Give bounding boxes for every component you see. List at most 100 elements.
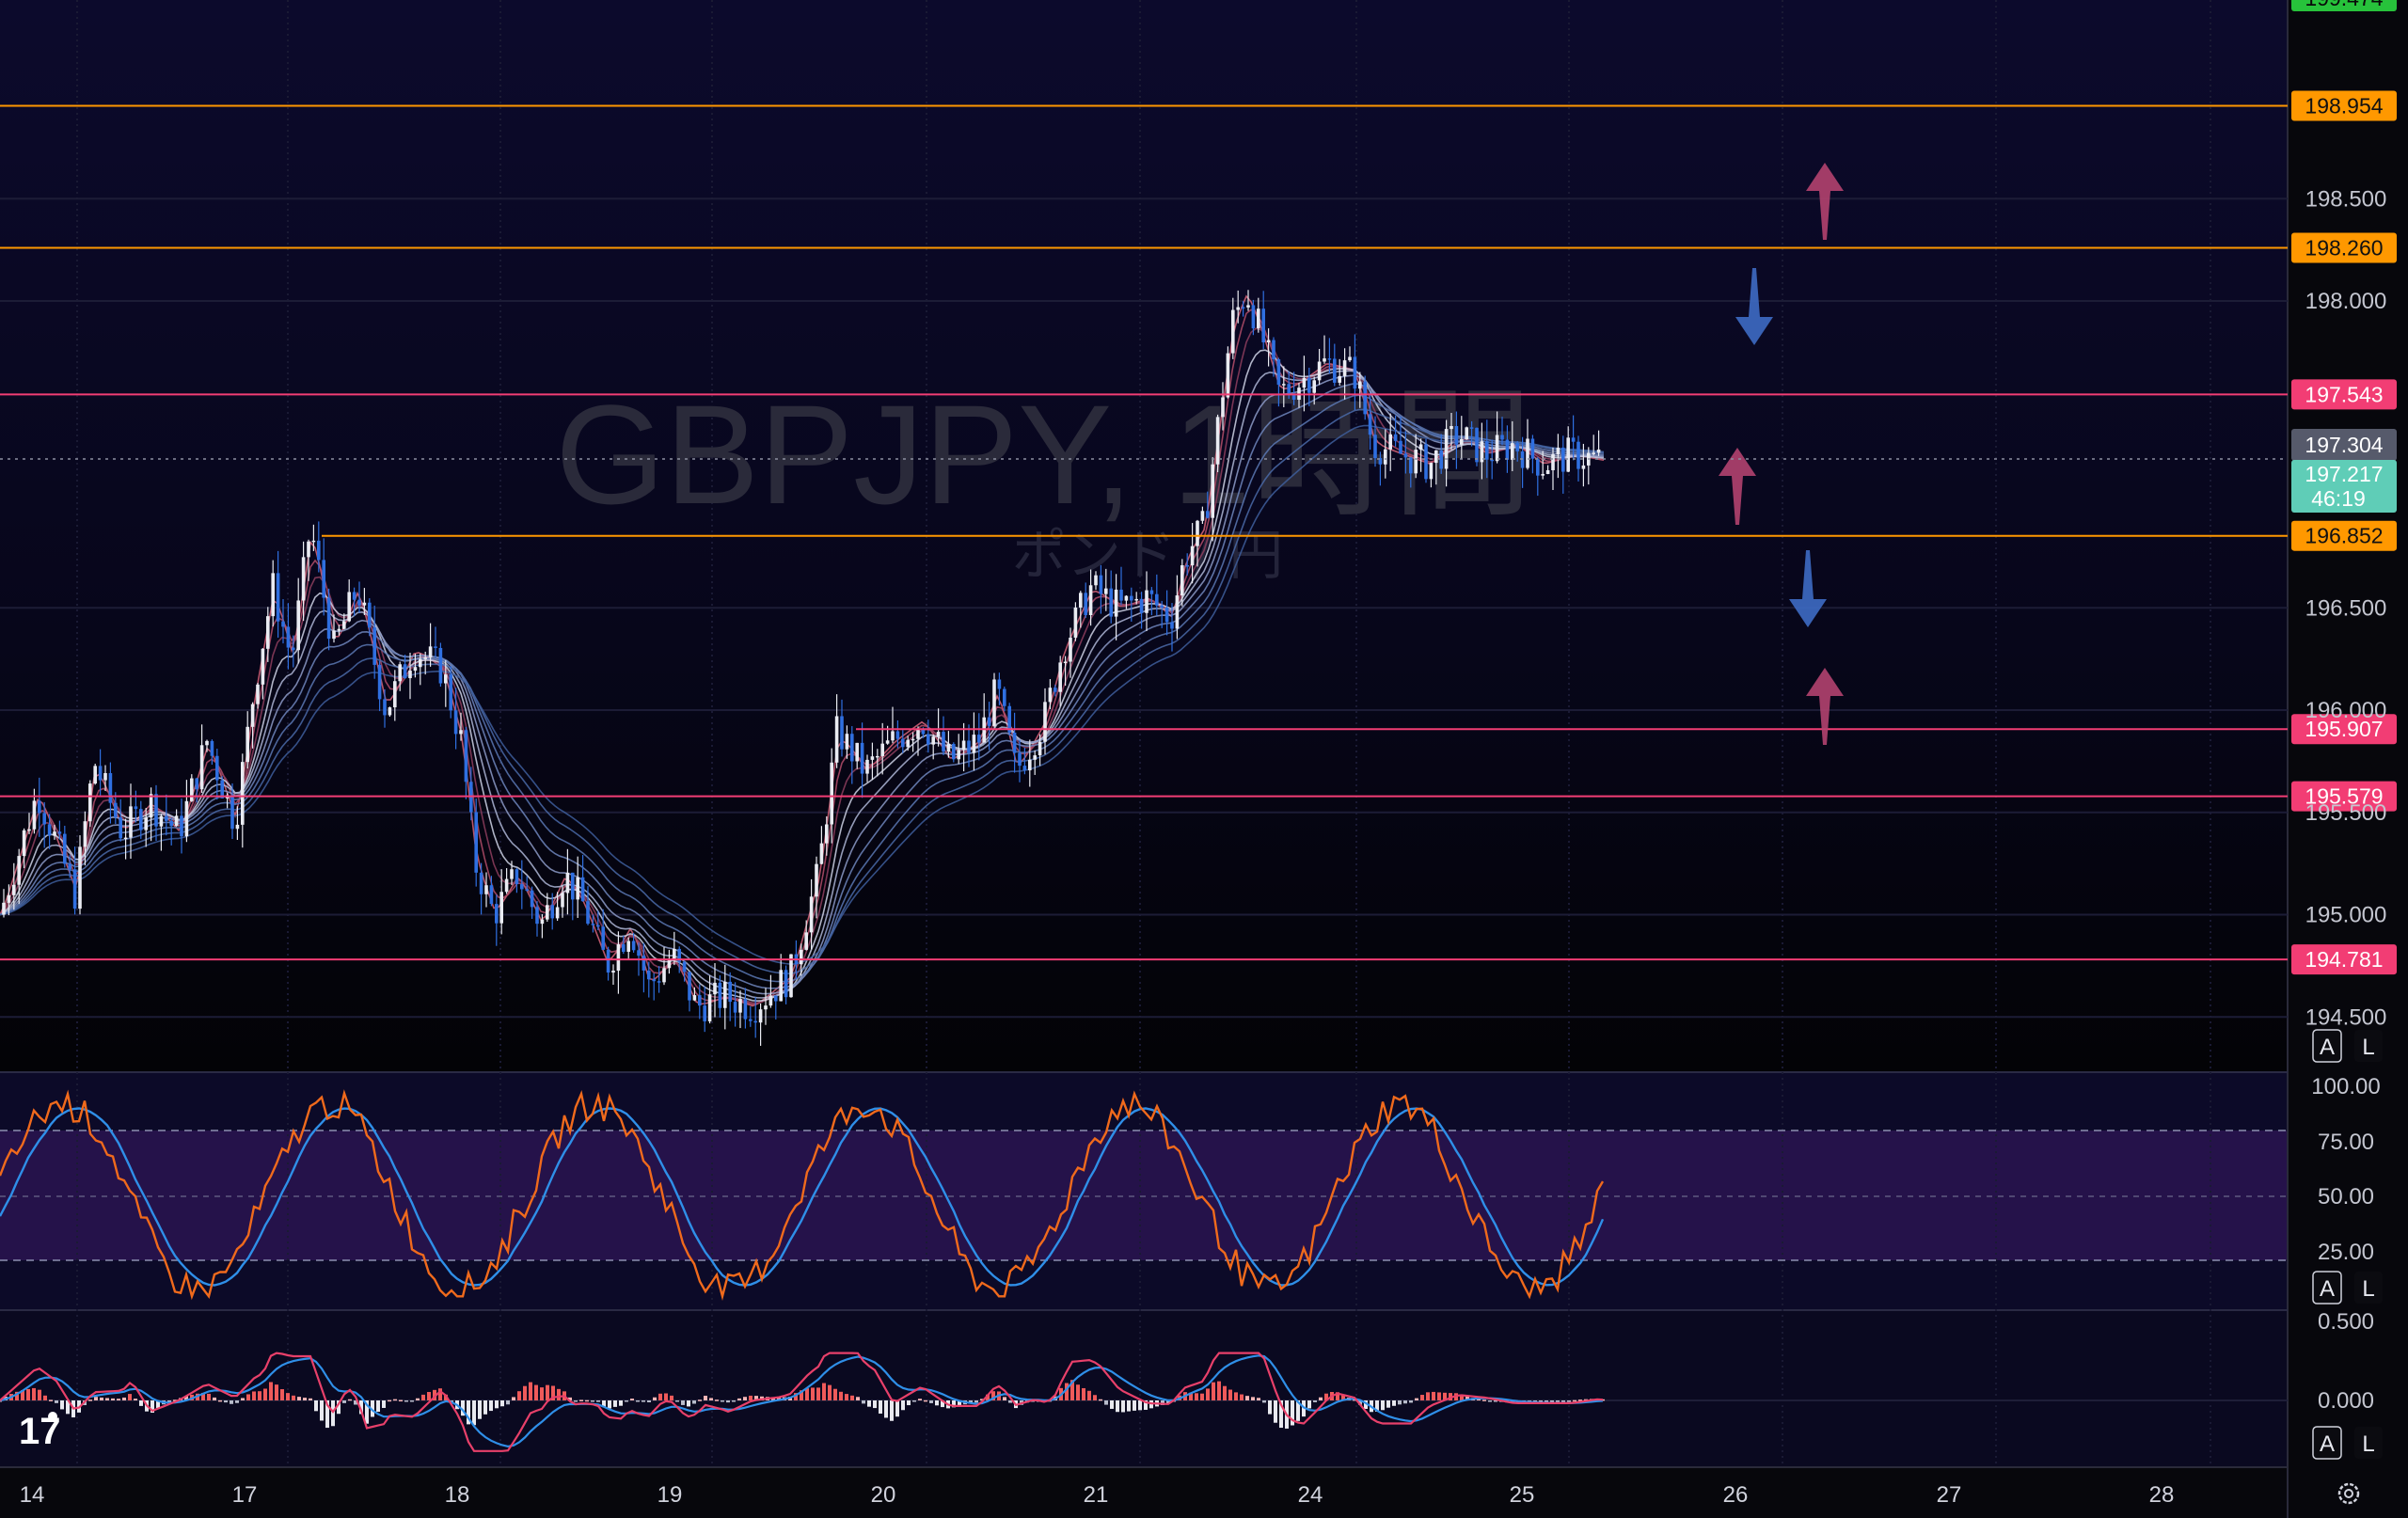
log-scale-button[interactable] [2354, 1272, 2383, 1304]
svg-text:L: L [2362, 1276, 2374, 1302]
macd-histogram-bar [1398, 1400, 1402, 1405]
candle-body [1251, 305, 1256, 329]
candle-body [149, 794, 153, 818]
level-price-label: 197.543 [2305, 382, 2383, 406]
candle-body [698, 995, 702, 1006]
macd-histogram-bar [1386, 1400, 1390, 1408]
candle-body [210, 740, 214, 756]
auto-scale-button[interactable] [2312, 1271, 2342, 1305]
macd-histogram-bar [139, 1400, 143, 1406]
macd-histogram-bar [416, 1398, 420, 1400]
candle-body [957, 750, 960, 760]
macd-histogram-bar [359, 1400, 363, 1415]
auto-scale-button[interactable] [2312, 1426, 2342, 1460]
macd-histogram-bar [636, 1400, 640, 1402]
candle-body [1180, 565, 1184, 596]
log-scale-button[interactable] [2354, 1030, 2383, 1062]
candle-body [220, 780, 224, 799]
macd-histogram-bar [749, 1395, 752, 1400]
date-axis-panel[interactable] [0, 1468, 2288, 1518]
candle-body [749, 1019, 752, 1021]
candle-body [205, 740, 209, 746]
candle-body [449, 674, 452, 711]
candle-body [1353, 356, 1357, 389]
svg-text:197.304: 197.304 [2305, 433, 2383, 457]
macd-auto-log-buttons[interactable]: A L [2312, 1426, 2383, 1460]
candle-body [1511, 443, 1514, 460]
macd-histogram-bar [816, 1387, 820, 1400]
candle-body [1545, 469, 1550, 474]
tradingview-logo[interactable]: 17 [19, 1411, 61, 1452]
candle-body [1022, 766, 1027, 771]
candle-body [495, 904, 499, 924]
candle-body [199, 745, 204, 790]
macd-histogram-bar [969, 1400, 973, 1404]
macd-histogram-bar [134, 1399, 137, 1400]
candle-body [292, 647, 295, 651]
horizontal-levels[interactable]: 198.954 198.260 197.543 196.852 195.907 195.5… [0, 90, 2397, 975]
macd-histogram-bar [721, 1400, 724, 1402]
price-tick-label: 198.500 [2305, 186, 2387, 212]
candle-body [561, 893, 564, 908]
macd-histogram-bar [1245, 1396, 1249, 1400]
candle-body [1272, 340, 1275, 360]
macd-histogram-bar [873, 1400, 877, 1409]
settings-gear-icon[interactable] [2337, 1482, 2360, 1505]
macd-histogram-bar [557, 1388, 561, 1400]
macd-histogram-bar [1268, 1400, 1272, 1415]
candle-body [342, 621, 346, 629]
macd-histogram-bar [529, 1382, 532, 1400]
direction-arrows[interactable] [1719, 163, 1844, 745]
candle-body [911, 738, 915, 741]
log-scale-button[interactable] [2354, 1427, 2383, 1459]
macd-histogram-bar [1065, 1383, 1069, 1400]
main-auto-log-buttons[interactable]: A L [2312, 1029, 2383, 1063]
candle-body [301, 557, 306, 601]
price-axis-panel[interactable] [2289, 0, 2408, 1518]
candle-body [688, 972, 691, 1001]
candle-body [546, 905, 549, 920]
macd-histogram-bar [388, 1399, 391, 1402]
candle-body [261, 648, 265, 685]
candle-body [550, 905, 554, 919]
candle-body [332, 630, 336, 640]
candle-body [830, 762, 833, 825]
macd-histogram-bar [1313, 1400, 1317, 1402]
candle-body [398, 664, 402, 682]
candle-body [139, 809, 143, 830]
candle-body [535, 907, 539, 925]
svg-text:197.217: 197.217 [2305, 462, 2383, 486]
stochastic-tick-label: 50.00 [2318, 1184, 2374, 1210]
candle-body [1236, 307, 1240, 310]
macd-histogram-bar [833, 1388, 837, 1400]
macd-histogram-bar [1561, 1400, 1565, 1402]
stoch-auto-log-buttons[interactable]: A L [2312, 1271, 2383, 1305]
candle-body [723, 981, 727, 1008]
macd-histogram-bar [1076, 1384, 1080, 1400]
date-label: 20 [871, 1482, 896, 1508]
candle-body [1099, 575, 1103, 594]
macd-histogram-bar [512, 1397, 515, 1400]
candle-body [311, 540, 316, 543]
macd-histogram-bar [280, 1389, 284, 1400]
candle-body [134, 806, 138, 810]
candle-body [515, 869, 519, 885]
macd-histogram-bar [382, 1400, 386, 1408]
svg-text:L: L [2362, 1035, 2374, 1060]
symbol-description-watermark: ポンド / 円 [1012, 523, 1283, 587]
macd-pane[interactable] [0, 1311, 2288, 1467]
candle-body [743, 999, 748, 1020]
level-price-label: 196.852 [2305, 524, 2383, 548]
candle-body [119, 817, 122, 839]
macd-histogram-bar [732, 1400, 736, 1402]
auto-scale-button[interactable] [2312, 1029, 2342, 1063]
candle-body [180, 815, 183, 837]
macd-histogram-bar [365, 1400, 369, 1424]
candle-body [682, 961, 687, 972]
macd-histogram-bar [608, 1400, 611, 1409]
price-tick-label: 196.500 [2305, 595, 2387, 621]
candle-body [580, 877, 585, 902]
candle-body [276, 573, 280, 622]
level-price-label: 194.781 [2305, 947, 2383, 972]
